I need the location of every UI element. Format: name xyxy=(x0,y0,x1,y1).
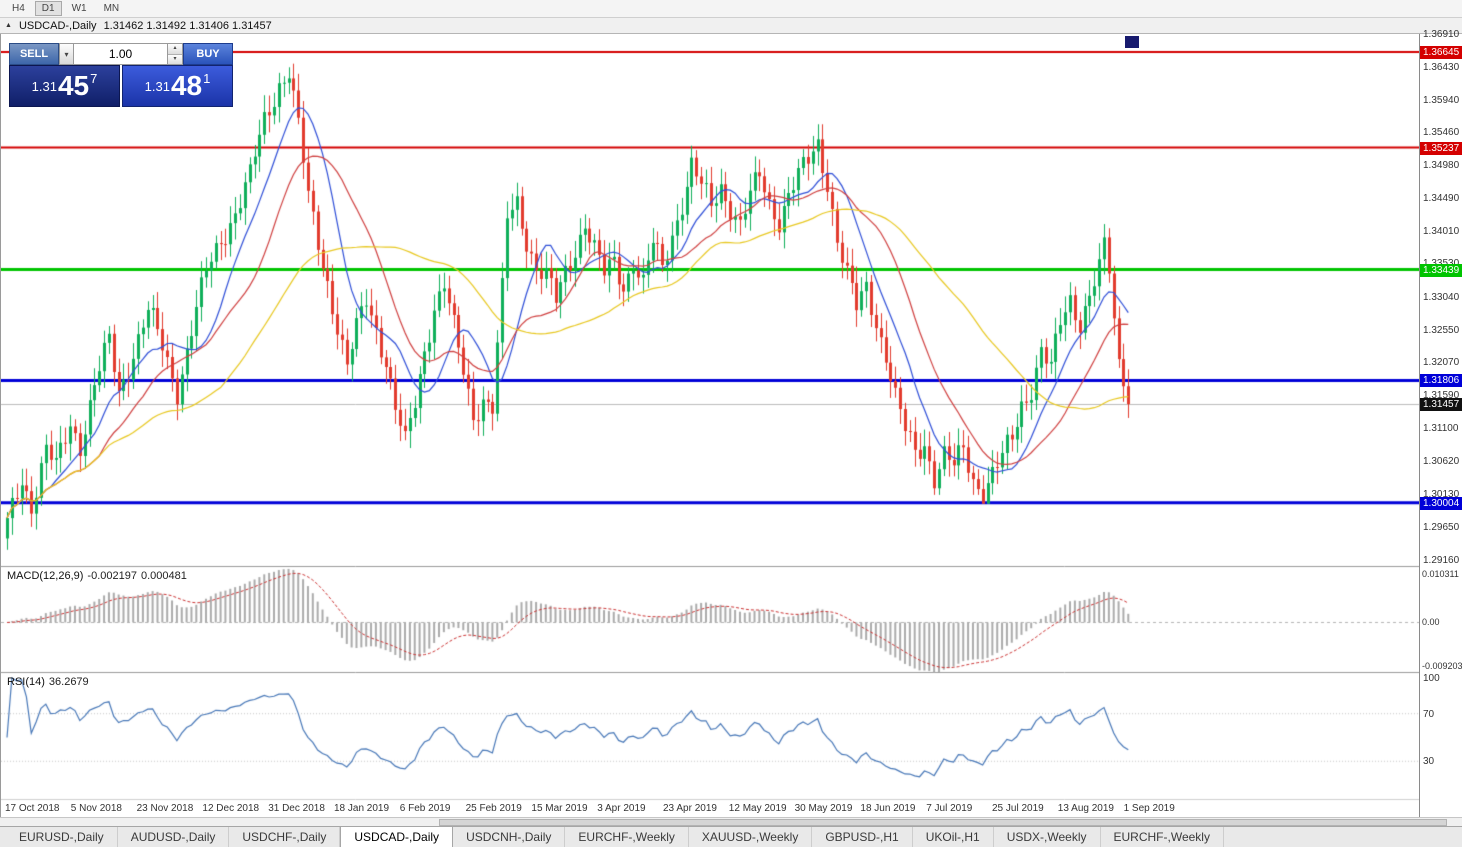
chart-tab-eurusd-daily[interactable]: EURUSD-,Daily xyxy=(6,827,118,847)
volume-increase-button[interactable]: ▴ xyxy=(168,44,182,55)
chart-shift-marker[interactable] xyxy=(1125,36,1139,48)
buy-price-prefix: 1.31 xyxy=(144,78,170,94)
date-label: 17 Oct 2018 xyxy=(5,803,60,814)
price-axis-label: 1.34010 xyxy=(1423,225,1460,237)
chevron-down-icon: ▾ xyxy=(64,49,69,59)
sell-price-display[interactable]: 1.31 45 7 xyxy=(9,65,120,107)
macd-value-signal: 0.000481 xyxy=(140,570,187,582)
price-axis-label: 1.32070 xyxy=(1423,357,1460,369)
chart-tab-ukoil-h1[interactable]: UKOil-,H1 xyxy=(913,827,994,847)
date-axis[interactable]: 17 Oct 2018 5 Nov 2018 23 Nov 2018 12 Dec 2… xyxy=(1,800,1419,817)
macd-axis-label: 0.010311 xyxy=(1422,569,1459,579)
chart-tab-usdchf-daily[interactable]: USDCHF-,Daily xyxy=(229,827,341,847)
macd-indicator-label: MACD(12,26,9) -0.002197 0.000481 xyxy=(7,570,187,582)
buy-price-display[interactable]: 1.31 48 1 xyxy=(122,65,233,107)
price-axis-label: 1.36910 xyxy=(1423,29,1460,40)
sell-button[interactable]: SELL xyxy=(9,43,59,65)
timeframe-button-mn[interactable]: MN xyxy=(103,3,120,14)
date-label: 1 Sep 2019 xyxy=(1123,803,1175,814)
price-marker-1.31457: 1.31457 xyxy=(1420,398,1462,412)
timeframe-button-d1[interactable]: D1 xyxy=(34,1,62,16)
one-click-trading-panel: SELL ▾ ▴ ▾ BUY 1.31 45 7 1.31 xyxy=(9,43,233,107)
date-label: 18 Jun 2019 xyxy=(860,803,916,814)
timeframe-button-w1[interactable]: W1 xyxy=(71,3,87,14)
price-axis-label: 1.34490 xyxy=(1423,193,1460,205)
rsi-axis-label: 100 xyxy=(1423,673,1440,684)
rsi-value: 36.2679 xyxy=(48,676,89,688)
sell-price-prefix: 1.31 xyxy=(31,78,57,94)
volume-spinner: ▴ ▾ xyxy=(168,43,183,65)
rsi-axis-label: 70 xyxy=(1423,708,1435,720)
volume-preset-dropdown[interactable]: ▾ xyxy=(59,43,74,65)
date-label: 18 Jan 2019 xyxy=(334,803,390,814)
horizontal-scrollbar[interactable] xyxy=(0,817,1462,826)
price-marker-1.35237: 1.35237 xyxy=(1420,141,1462,155)
macd-axis-label: -0.009203 xyxy=(1422,661,1462,671)
sell-price-pip: 7 xyxy=(90,71,98,86)
chart-tab-xauusd-weekly[interactable]: XAUUSD-,Weekly xyxy=(689,827,813,847)
price-axis-label: 1.34980 xyxy=(1423,159,1460,171)
date-label: 23 Apr 2019 xyxy=(663,803,717,814)
chart-area: SELL ▾ ▴ ▾ BUY 1.31 45 7 1.31 xyxy=(0,29,1462,817)
date-label: 7 Jul 2019 xyxy=(926,803,973,814)
date-label: 23 Nov 2018 xyxy=(136,803,194,814)
price-axis-label: 1.33040 xyxy=(1423,291,1460,303)
timeframe-toolbar: H4 D1 W1 MN xyxy=(0,0,1462,18)
date-label: 13 Aug 2019 xyxy=(1057,803,1114,814)
price-axis-label: 1.32550 xyxy=(1423,324,1460,336)
volume-decrease-button[interactable]: ▾ xyxy=(168,54,182,64)
price-marker-1.30004: 1.30004 xyxy=(1420,496,1462,510)
price-axis-label: 1.35460 xyxy=(1423,127,1460,139)
rsi-indicator-label: RSI(14) 36.2679 xyxy=(7,676,89,688)
chart-tab-eurchf-weekly[interactable]: EURCHF-,Weekly xyxy=(565,827,689,847)
chart-canvas[interactable] xyxy=(1,34,1419,817)
price-marker-1.33439: 1.33439 xyxy=(1420,263,1462,277)
price-axis-label: 1.29160 xyxy=(1423,555,1460,566)
date-label: 6 Feb 2019 xyxy=(399,803,451,814)
price-axis-label: 1.35940 xyxy=(1423,94,1460,106)
sell-price-big: 45 xyxy=(57,70,90,101)
chart-tab-usdcnh-daily[interactable]: USDCNH-,Daily xyxy=(453,827,566,847)
date-label: 31 Dec 2018 xyxy=(268,803,325,814)
timeframe-button-h4[interactable]: H4 xyxy=(12,3,25,14)
chart-tab-usdcad-daily[interactable]: USDCAD-,Daily xyxy=(340,826,454,847)
price-axis-label: 1.30620 xyxy=(1423,455,1460,467)
chart-tab-audusd-daily[interactable]: AUDUSD-,Daily xyxy=(118,827,230,847)
price-axis-label: 1.31100 xyxy=(1423,423,1459,435)
chart-title-bar: ▲ USDCAD-,Daily 1.31462 1.31492 1.31406 … xyxy=(0,18,1462,34)
rsi-axis-label: 30 xyxy=(1423,756,1435,768)
buy-button[interactable]: BUY xyxy=(183,43,233,65)
buy-price-big: 48 xyxy=(170,70,203,101)
chart-tab-gbpusd-h1[interactable]: GBPUSD-,H1 xyxy=(812,827,913,847)
date-label: 12 Dec 2018 xyxy=(202,803,260,814)
price-axis-label: 1.36430 xyxy=(1423,61,1460,73)
macd-axis-label: 0.00 xyxy=(1422,617,1440,628)
price-marker-1.31806: 1.31806 xyxy=(1420,374,1462,388)
date-label: 30 May 2019 xyxy=(794,803,853,814)
scrollbar-thumb[interactable] xyxy=(438,819,1448,826)
date-label: 3 Apr 2019 xyxy=(597,803,646,814)
date-label: 25 Feb 2019 xyxy=(465,803,522,814)
symbol-label: USDCAD-,Daily xyxy=(18,19,97,32)
price-axis-label: 1.29650 xyxy=(1423,521,1460,533)
rsi-name: RSI(14) xyxy=(7,676,45,688)
price-axis-label: 1.30130 xyxy=(1423,489,1460,501)
price-axis[interactable]: 1.36910 1.36430 1.35940 1.35460 1.34980 1.344… xyxy=(1419,29,1462,817)
chart-window-icon: ▲ xyxy=(5,21,12,29)
date-label: 12 May 2019 xyxy=(728,803,787,814)
date-label: 15 Mar 2019 xyxy=(531,803,588,814)
chart-tabbar: EURUSD-,Daily AUDUSD-,Daily USDCHF-,Daily U… xyxy=(0,826,1462,847)
ohlc-values: 1.31462 1.31492 1.31406 1.31457 xyxy=(103,19,272,32)
volume-input[interactable] xyxy=(74,43,168,65)
macd-name: MACD(12,26,9) xyxy=(7,570,84,582)
date-label: 5 Nov 2018 xyxy=(70,803,122,814)
chart-tab-eurchf-weekly[interactable]: EURCHF-,Weekly xyxy=(1101,827,1224,847)
chart-tab-usdx-weekly[interactable]: USDX-,Weekly xyxy=(994,827,1101,847)
macd-value-main: -0.002197 xyxy=(87,570,137,582)
price-axis-label: 1.31590 xyxy=(1423,390,1460,402)
date-label: 25 Jul 2019 xyxy=(992,803,1044,814)
price-marker-1.36645: 1.36645 xyxy=(1420,45,1462,59)
buy-price-pip: 1 xyxy=(203,71,211,86)
